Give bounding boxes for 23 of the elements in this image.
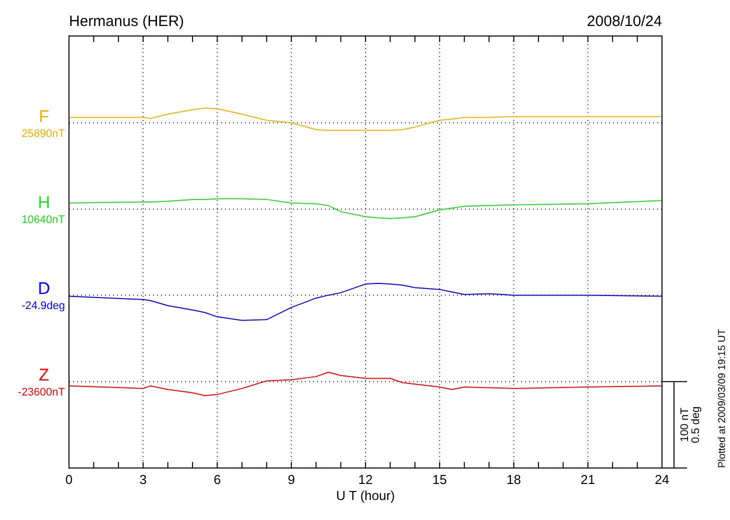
text: 0.5 deg [690,406,702,444]
x-tick-label: 0 [65,472,73,487]
series-label: H [38,193,50,212]
x-tick-label: 12 [358,472,373,487]
series-label: F [38,106,50,126]
x-tick-label: 3 [140,472,147,487]
x-tick-label: 21 [580,472,596,487]
x-tick-label: 6 [214,472,221,487]
x-axis-title: U T (hour) [336,488,395,503]
series-label: D [38,279,50,298]
x-tick-label: 24 [654,472,670,487]
x-tick-label: 9 [288,472,295,487]
series-label: Z [38,366,50,385]
chart-subtitle: 2008/10/24 [586,13,662,30]
x-tick-label: 18 [506,472,521,487]
chart-title: Hermanus (HER) [69,13,184,30]
ref-line-label: 25890nT [22,128,66,140]
ref-line-label: -24.9deg [22,300,65,312]
ref-line-label: -23600nT [18,386,66,399]
text: 100 nT [679,407,691,442]
x-tick-label: 15 [432,472,447,487]
ref-line-label: 10640nT [22,214,66,226]
text: Plotted at 2009/03/09 19:15 UT [717,329,728,468]
